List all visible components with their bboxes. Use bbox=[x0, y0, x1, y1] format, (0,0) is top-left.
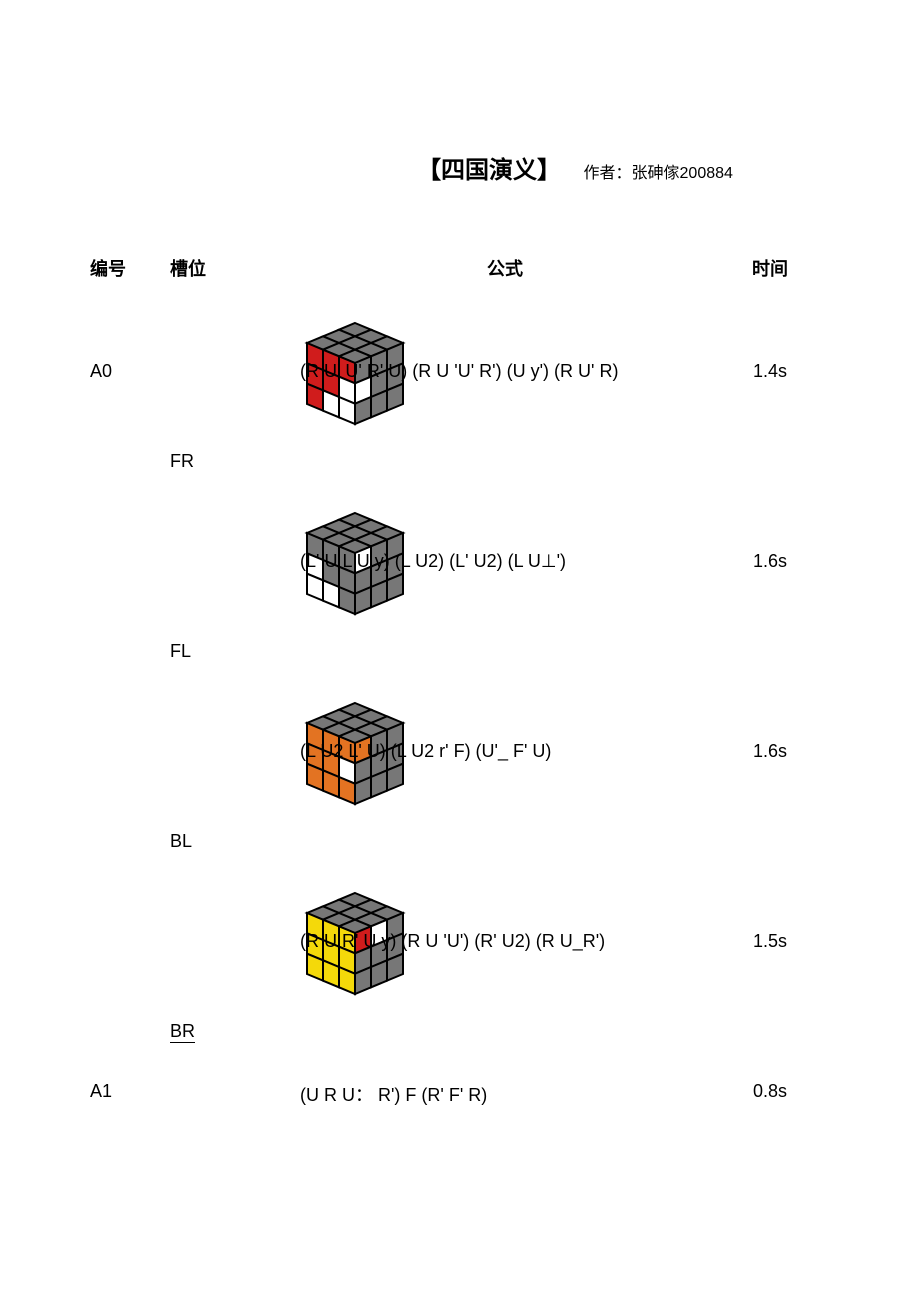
row-formula: (R U R' U y) (R U 'U') (R' U2) (R U_R') bbox=[300, 931, 710, 952]
row-formula: (L U2 L' U) (L U2 r' F) (U'_ F' U) bbox=[300, 741, 710, 762]
row-id: A0 bbox=[90, 321, 170, 382]
row-id bbox=[90, 511, 170, 551]
table-row: BL(L U2 L' U) (L U2 r' F) (U'_ F' U)1.6s bbox=[90, 701, 830, 861]
row-time: 1.4s bbox=[710, 321, 830, 382]
header-time: 时间 bbox=[710, 255, 830, 281]
table-row: BR(R U R' U y) (R U 'U') (R' U2) (R U_R'… bbox=[90, 891, 830, 1051]
row-formula: (L' U L U y) (L U2) (L' U2) (L U⊥') bbox=[300, 551, 710, 572]
row-formula: (U R U： R') F (R' F' R) bbox=[300, 1081, 600, 1107]
header-id: 编号 bbox=[90, 255, 170, 281]
row-time: 1.6s bbox=[710, 511, 830, 572]
row-slot: BL bbox=[170, 701, 300, 852]
row-formula-cell: (U R U： R') F (R' F' R) bbox=[300, 1081, 710, 1107]
row-formula-cell: (L U2 L' U) (L U2 r' F) (U'_ F' U) bbox=[300, 701, 710, 762]
table-row: A0FR(R U' U' R' U) (R U 'U' R') (U y') (… bbox=[90, 321, 830, 481]
header-formula: 公式 bbox=[300, 255, 710, 281]
row-slot: FR bbox=[170, 321, 300, 472]
table-row: A1 (U R U： R') F (R' F' R) 0.8s bbox=[90, 1081, 830, 1141]
row-id bbox=[90, 891, 170, 931]
table-header-row: 编号 槽位 公式 时间 bbox=[90, 255, 830, 281]
row-formula-cell: (R U' U' R' U) (R U 'U' R') (U y') (R U'… bbox=[300, 321, 710, 382]
row-formula-cell: (L' U L U y) (L U2) (L' U2) (L U⊥') bbox=[300, 511, 710, 572]
row-time: 1.6s bbox=[710, 701, 830, 762]
row-time: 0.8s bbox=[710, 1081, 830, 1102]
page-title: 【四国演义】 bbox=[417, 157, 561, 184]
page-title-row: 【四国演义】 作者：张砷傢200884 bbox=[90, 150, 830, 185]
table-row: FL(L' U L U y) (L U2) (L' U2) (L U⊥')1.6… bbox=[90, 511, 830, 671]
page-author: 作者：张砷傢200884 bbox=[584, 165, 733, 182]
row-id bbox=[90, 701, 170, 741]
row-slot: BR bbox=[170, 891, 300, 1043]
row-formula: (R U' U' R' U) (R U 'U' R') (U y') (R U'… bbox=[300, 361, 710, 382]
row-slot: FL bbox=[170, 511, 300, 662]
row-id: A1 bbox=[90, 1081, 170, 1102]
header-slot: 槽位 bbox=[170, 255, 300, 281]
row-time: 1.5s bbox=[710, 891, 830, 952]
row-formula-cell: (R U R' U y) (R U 'U') (R' U2) (R U_R') bbox=[300, 891, 710, 952]
